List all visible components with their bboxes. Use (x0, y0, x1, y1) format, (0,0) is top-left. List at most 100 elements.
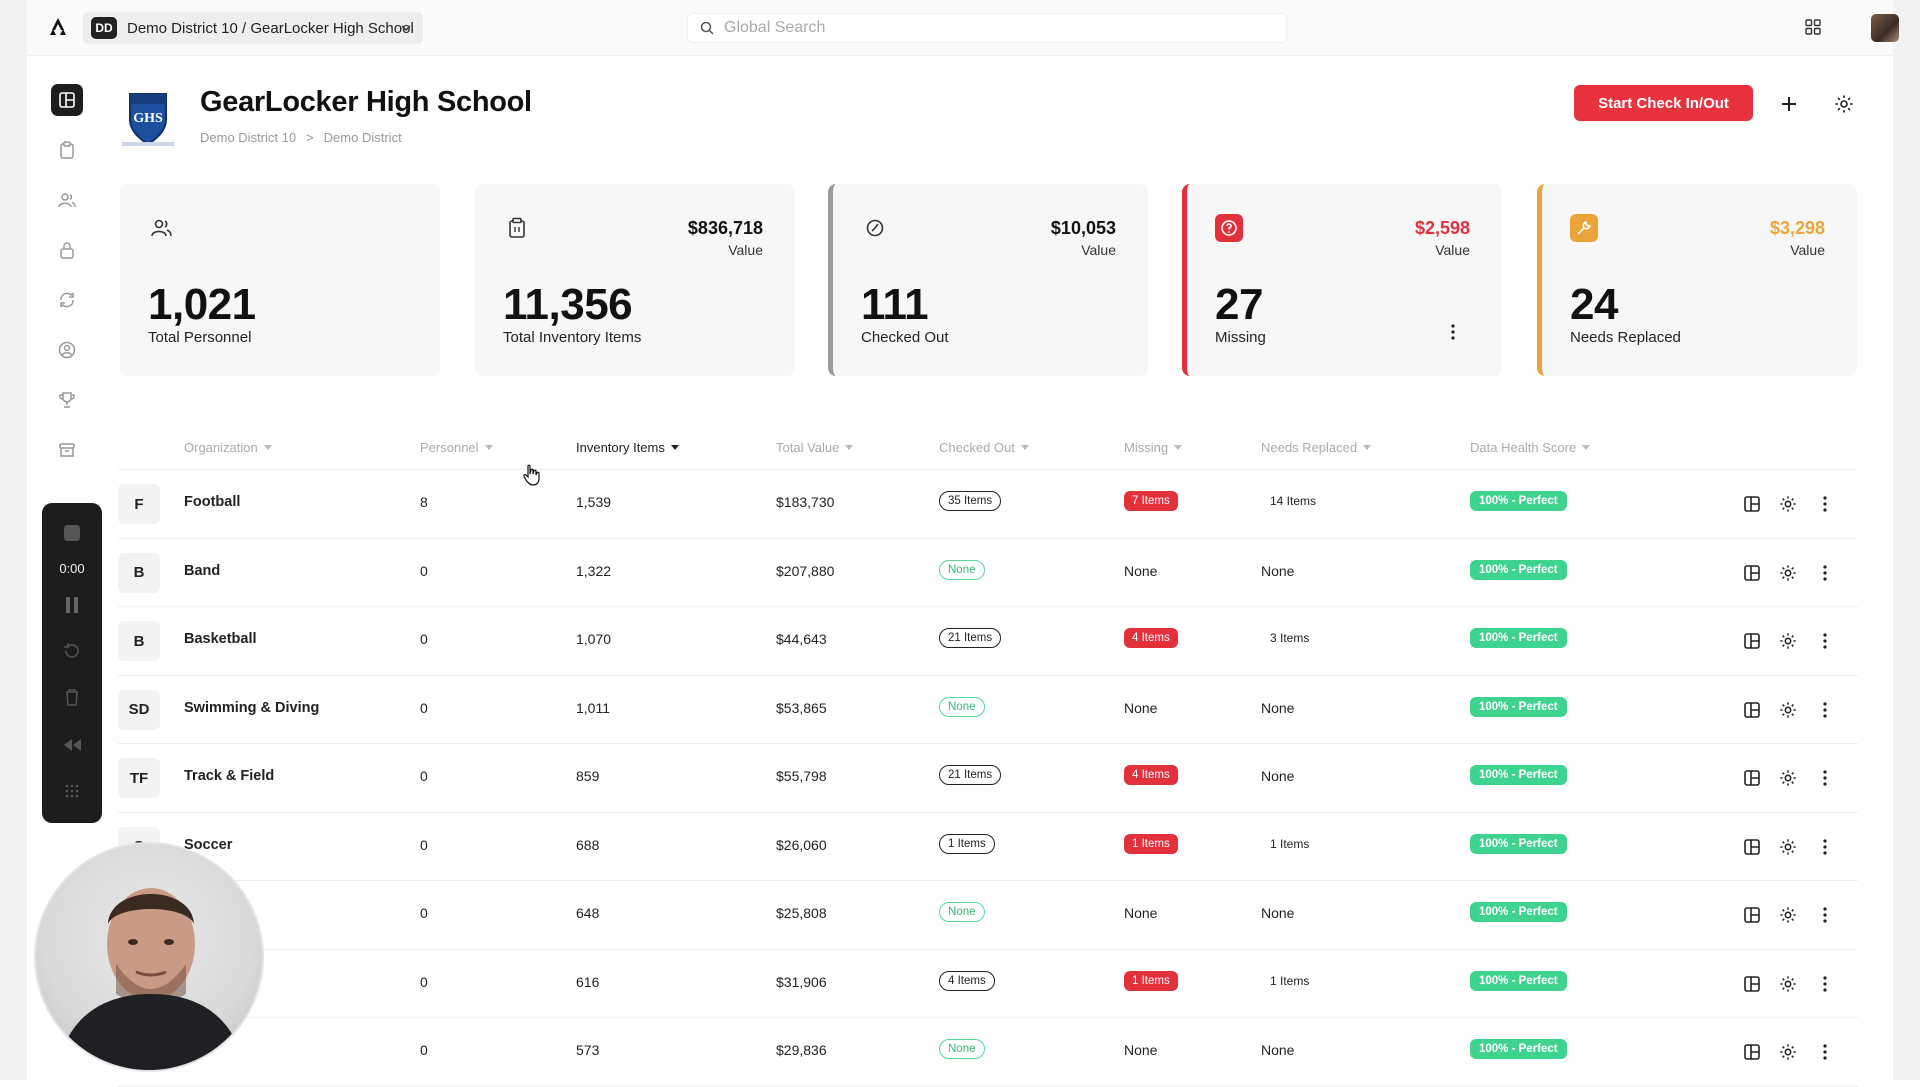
checked-out-badge[interactable]: 21 Items (939, 628, 1002, 648)
restart-recording-button[interactable] (62, 641, 82, 661)
table-row[interactable]: F Football 8 1,539 $183,730 35 Items 7 Items 14… (118, 470, 1858, 539)
delete-recording-button[interactable] (62, 687, 82, 707)
apps-grid-icon[interactable] (1804, 18, 1822, 36)
row-settings-button[interactable] (1778, 974, 1798, 994)
column-header-missing[interactable]: Missing (1124, 440, 1183, 455)
org-name[interactable]: Band (184, 562, 221, 579)
checked-out-badge[interactable]: 4 Items (939, 970, 995, 991)
collapse-recorder-button[interactable] (62, 735, 82, 755)
sidebar-item-awards[interactable] (51, 384, 83, 416)
breadcrumb-parent[interactable]: Demo District (323, 130, 402, 145)
row-menu-button[interactable] (1815, 494, 1835, 514)
user-avatar[interactable] (1871, 14, 1899, 42)
breadcrumb-district[interactable]: Demo District 10 (200, 130, 297, 145)
org-name[interactable]: Football (184, 494, 241, 510)
row-dashboard-button[interactable] (1742, 837, 1762, 857)
checked-out-badge[interactable]: None (939, 902, 985, 922)
row-dashboard-button[interactable] (1742, 1042, 1762, 1062)
sidebar-item-archive[interactable] (51, 434, 83, 466)
table-row[interactable]: B Basketball 0 1,070 $44,643 21 Items 4 Items 3… (118, 607, 1858, 676)
row-menu-button[interactable] (1815, 700, 1835, 720)
missing-badge[interactable]: 7 Items (1124, 491, 1178, 511)
column-header-personnel[interactable]: Personnel (420, 440, 493, 455)
sidebar-item-lockers[interactable] (51, 234, 83, 266)
stop-recording-button[interactable] (62, 523, 82, 543)
needs-replaced-value[interactable]: 1 Items (1270, 973, 1310, 988)
row-settings-button[interactable] (1778, 1042, 1798, 1062)
start-check-in-out-button[interactable]: Start Check In/Out (1574, 85, 1753, 121)
row-settings-button[interactable] (1778, 768, 1798, 788)
brand-logo-icon[interactable] (47, 16, 69, 38)
table-row[interactable]: 0 616 $31,906 4 Items 1 Items 1 Items 100% - P… (118, 950, 1858, 1018)
card-menu-button[interactable] (1444, 322, 1462, 342)
sidebar-item-inventory[interactable] (51, 134, 83, 166)
row-settings-button[interactable] (1778, 837, 1798, 857)
stat-card-inventory[interactable]: $836,718 Value 11,356 Total Inventory It… (475, 184, 795, 376)
sidebar-item-profile[interactable] (51, 334, 83, 366)
row-dashboard-button[interactable] (1742, 905, 1762, 925)
row-dashboard-button[interactable] (1742, 563, 1762, 583)
missing-badge[interactable]: 1 Items (1124, 833, 1178, 854)
stat-card-personnel[interactable]: 1,021 Total Personnel (120, 184, 440, 376)
table-row[interactable]: B Band 0 1,322 $207,880 None None None 100% - Pe… (118, 539, 1858, 607)
district-switcher[interactable]: DD Demo District 10 / GearLocker High Sc… (83, 12, 423, 44)
pause-recording-button[interactable] (62, 595, 82, 615)
checked-out-badge[interactable]: 35 Items (939, 491, 1002, 511)
search-input[interactable] (724, 19, 1264, 37)
column-header-inventory-items[interactable]: Inventory Items (576, 440, 679, 455)
stat-card-needs-replaced[interactable]: $3,298 Value 24 Needs Replaced (1537, 184, 1857, 376)
missing-badge[interactable]: 1 Items (1124, 970, 1178, 991)
row-settings-button[interactable] (1778, 494, 1798, 514)
org-name[interactable]: Track & Field (184, 768, 275, 784)
row-dashboard-button[interactable] (1742, 700, 1762, 720)
org-name[interactable]: Soccer (184, 836, 233, 853)
global-search[interactable] (687, 13, 1287, 43)
missing-badge[interactable]: 4 Items (1124, 765, 1178, 785)
row-menu-button[interactable] (1815, 768, 1835, 788)
needs-replaced-value[interactable]: 14 Items (1270, 494, 1317, 508)
row-settings-button[interactable] (1778, 700, 1798, 720)
add-button[interactable] (1776, 91, 1802, 117)
row-settings-button[interactable] (1778, 631, 1798, 651)
row-menu-button[interactable] (1815, 974, 1835, 994)
checked-out-badge[interactable]: None (939, 696, 985, 717)
column-header-checked-out[interactable]: Checked Out (939, 440, 1029, 455)
sidebar-item-dashboard[interactable] (51, 84, 83, 116)
table-row[interactable]: 0 648 $25,808 None None None 100% - Perfect (118, 881, 1858, 950)
column-header-data-health-score[interactable]: Data Health Score (1470, 440, 1591, 455)
checked-out-badge[interactable]: 21 Items (939, 765, 1002, 785)
row-menu-button[interactable] (1815, 837, 1835, 857)
row-dashboard-button[interactable] (1742, 494, 1762, 514)
table-row[interactable]: SD Swimming & Diving 0 1,011 $53,865 None None… (118, 676, 1858, 744)
column-header-total-value[interactable]: Total Value (776, 440, 854, 455)
row-menu-button[interactable] (1815, 563, 1835, 583)
row-dashboard-button[interactable] (1742, 768, 1762, 788)
row-dashboard-button[interactable] (1742, 974, 1762, 994)
row-settings-button[interactable] (1778, 563, 1798, 583)
checked-out-badge[interactable]: None (939, 1039, 985, 1059)
settings-button[interactable] (1832, 92, 1856, 116)
row-settings-button[interactable] (1778, 905, 1798, 925)
stat-card-checked-out[interactable]: $10,053 Value 111 Checked Out (828, 184, 1148, 376)
sidebar-item-personnel[interactable] (51, 184, 83, 216)
needs-replaced-value[interactable]: 1 Items (1270, 836, 1310, 851)
column-header-organization[interactable]: Organization (184, 440, 272, 455)
sidebar-item-checkinout[interactable] (51, 284, 83, 316)
row-menu-button[interactable] (1815, 631, 1835, 651)
row-menu-button[interactable] (1815, 905, 1835, 925)
row-menu-button[interactable] (1815, 1042, 1835, 1062)
table-row[interactable]: TF Track & Field 0 859 $55,798 21 Items 4 Item… (118, 744, 1858, 813)
org-name[interactable]: Swimming & Diving (184, 699, 320, 716)
webcam-overlay[interactable] (34, 842, 264, 1072)
stat-card-missing[interactable]: $2,598 Value 27 Missing (1182, 184, 1502, 376)
needs-replaced-value[interactable]: 3 Items (1270, 631, 1310, 645)
column-header-needs-replaced[interactable]: Needs Replaced (1261, 440, 1372, 455)
missing-badge[interactable]: 4 Items (1124, 628, 1178, 648)
checked-out-badge[interactable]: 1 Items (939, 833, 995, 854)
drag-recorder-handle[interactable] (62, 781, 82, 801)
checked-out-badge[interactable]: None (939, 559, 985, 580)
org-name[interactable]: Basketball (184, 631, 257, 647)
row-dashboard-button[interactable] (1742, 631, 1762, 651)
